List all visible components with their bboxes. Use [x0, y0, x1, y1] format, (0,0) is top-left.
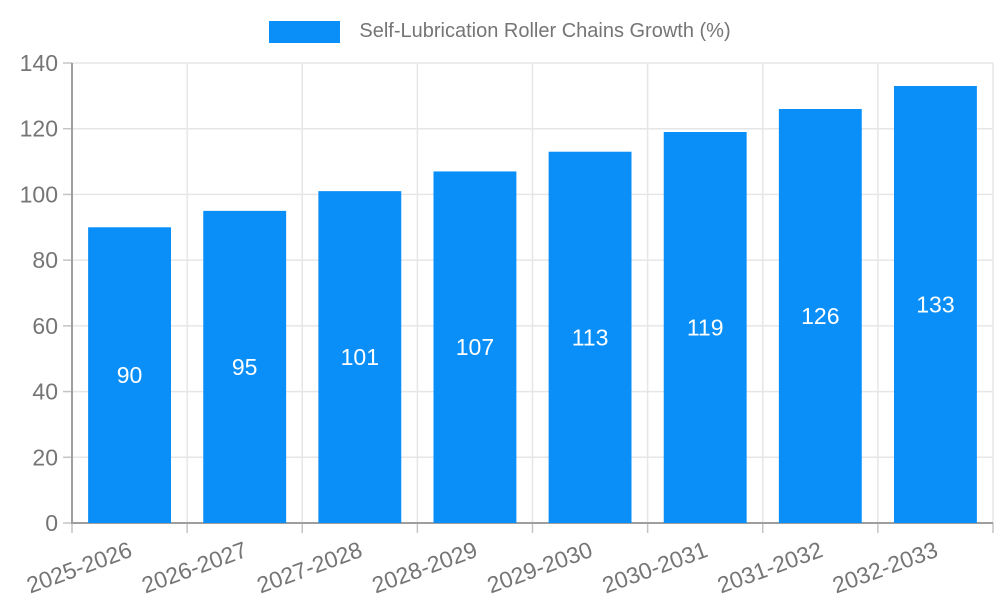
x-tick-label: 2027-2028 [253, 536, 365, 598]
bar-value-label: 126 [801, 303, 839, 329]
bar-value-label: 107 [456, 334, 494, 360]
y-tick-label: 100 [20, 181, 58, 207]
x-tick-label: 2030-2031 [599, 536, 711, 598]
x-tick-label: 2029-2030 [484, 536, 596, 598]
bar-value-label: 119 [687, 315, 724, 341]
x-tick-label: 2026-2027 [138, 536, 250, 598]
bar [318, 191, 402, 523]
bar [663, 132, 747, 523]
bar-value-label: 113 [572, 324, 609, 350]
x-tick-label: 2025-2026 [23, 536, 135, 598]
legend-swatch-icon [269, 20, 341, 43]
bar [433, 171, 517, 523]
bar [778, 109, 862, 523]
y-tick-label: 80 [32, 247, 58, 273]
y-tick-label: 40 [32, 379, 58, 405]
bar-value-label: 101 [341, 344, 379, 370]
chart-legend[interactable]: Self-Lubrication Roller Chains Growth (%… [0, 20, 1000, 43]
y-tick-label: 140 [20, 50, 58, 76]
x-tick-label: 2032-2033 [829, 536, 941, 598]
bar [88, 227, 172, 524]
bar-value-label: 95 [232, 354, 258, 380]
legend-label: Self-Lubrication Roller Chains Growth (%… [359, 20, 731, 42]
y-tick-label: 60 [32, 313, 58, 339]
bar [203, 210, 287, 523]
y-tick-label: 20 [32, 444, 58, 470]
bar [548, 151, 632, 523]
y-tick-label: 120 [20, 116, 58, 142]
y-tick-label: 0 [45, 510, 58, 536]
bar-value-label: 90 [117, 362, 143, 388]
bar [893, 86, 977, 523]
x-tick-label: 2028-2029 [368, 536, 480, 598]
bar-value-label: 133 [916, 292, 954, 318]
x-tick-label: 2031-2032 [714, 536, 826, 598]
